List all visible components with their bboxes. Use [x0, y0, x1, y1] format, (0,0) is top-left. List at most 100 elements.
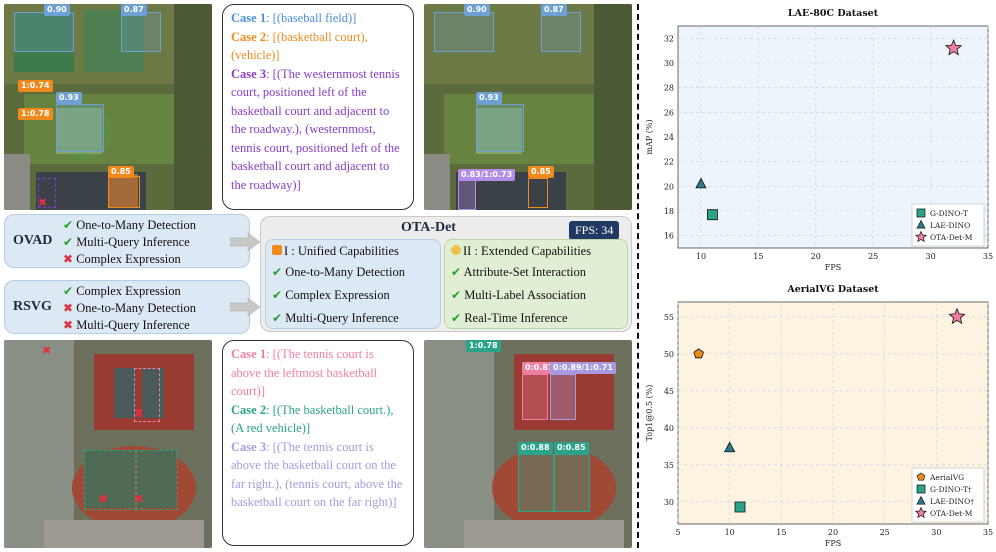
box-label: 0.93 — [56, 92, 82, 104]
x-tick-label: 20 — [811, 252, 821, 261]
legend-label: OTA-Det-M — [930, 509, 973, 518]
rsvg-item-text: Multi-Query Inference — [76, 318, 190, 332]
bbox — [84, 450, 136, 510]
y-tick-label: 26 — [664, 108, 674, 117]
rsvg-item-text: Complex Expression — [76, 284, 181, 298]
legend-marker — [916, 484, 926, 494]
x-tick-label: 10 — [725, 528, 735, 537]
network-icon — [451, 245, 461, 255]
check-icon: ✔ — [63, 218, 74, 232]
capability-item: ✔ Attribute-Set Interaction — [451, 265, 587, 279]
rsvg-item: ✖ One-to-Many Detection — [63, 301, 196, 316]
case-1-text: : [(The tennis court is above the leftmo… — [231, 347, 378, 398]
ota-title: OTA-Det — [401, 220, 456, 235]
check-icon: ✔ — [272, 265, 283, 279]
rsvg-item: ✔ Complex Expression — [63, 284, 181, 299]
wrong-mark-icon: ✖ — [134, 406, 145, 420]
ovad-item: ✔ Multi-Query Inference — [63, 235, 190, 250]
rsvg-item: ✖ Multi-Query Inference — [63, 318, 190, 333]
box-label: 0.83/1:0.73 — [458, 169, 516, 181]
aerial-scene — [4, 4, 212, 210]
box-label: 0.87 — [121, 4, 147, 16]
cross-icon: ✖ — [63, 318, 74, 332]
x-tick-label: 15 — [776, 528, 786, 537]
x-tick-label: 15 — [753, 252, 763, 261]
y-tick-label: 30 — [664, 59, 674, 68]
check-icon: ✔ — [272, 288, 283, 302]
y-axis-label: mAP (%) — [645, 119, 654, 154]
capability-item: ✔ Real-Time Inference — [451, 311, 568, 325]
rsvg-label: RSVG — [13, 299, 52, 314]
bbox — [121, 12, 161, 52]
data-point — [693, 348, 704, 359]
x-axis-label: FPS — [825, 539, 841, 548]
case-1-label: Case 1 — [231, 11, 267, 25]
case-2-label: Case 2 — [231, 402, 267, 417]
data-point — [734, 501, 746, 513]
wrong-mark-icon: ✖ — [42, 344, 52, 357]
legend-marker — [916, 472, 926, 481]
rsvg-box: RSVG ✔ Complex Expression ✖ One-to-Many … — [4, 280, 250, 334]
case-3: Case 3: [(The westernmost tennis court, … — [231, 65, 405, 195]
case-1: Case 1: [(baseball field)] — [231, 9, 405, 28]
legend-marker — [914, 230, 928, 243]
y-tick-label: 55 — [664, 313, 674, 322]
cross-icon: ✖ — [63, 252, 74, 266]
x-tick-label: 30 — [931, 528, 941, 537]
panel-title: I : Unified Capabilities — [272, 244, 399, 259]
chart-aerialvg: AerialVG Dataset 5 10 15 20 25 30 35 30 35 40 45 50 5… — [645, 284, 993, 548]
aerial-image-bottom-right: 1:0.78 0:0.87 0:0.89/1:0.71 0:0.88 0:0.8… — [424, 340, 632, 548]
x-tick-label: 20 — [828, 528, 838, 537]
ovad-box: OVAD ✔ One-to-Many Detection ✔ Multi-Que… — [4, 214, 250, 268]
box-label: 0:0.88 — [518, 442, 553, 454]
y-tick-label: 32 — [664, 34, 674, 43]
box-label: 0.90 — [44, 4, 70, 16]
check-icon: ✔ — [451, 288, 462, 302]
y-tick-label: 35 — [664, 461, 674, 470]
ovad-item-text: One-to-Many Detection — [76, 218, 196, 232]
legend-label: G-DINO-T — [930, 209, 968, 218]
ovad-item-text: Multi-Query Inference — [76, 235, 190, 249]
ovad-item-text: Complex Expression — [76, 252, 181, 266]
legend-marker — [914, 506, 928, 519]
rsvg-item-text: One-to-Many Detection — [76, 301, 196, 315]
x-tick-label: 35 — [983, 528, 993, 537]
capability-item: ✔ Multi-Query Inference — [272, 311, 399, 325]
case-3-label: Case 3 — [231, 66, 267, 81]
box-label: 0:0.87 — [522, 362, 557, 374]
ovad-item: ✔ One-to-Many Detection — [63, 218, 196, 233]
check-icon: ✔ — [451, 265, 462, 279]
bbox — [550, 374, 576, 420]
box-label: 0.85 — [528, 166, 554, 178]
bbox — [518, 454, 554, 512]
wrong-mark-icon: ✖ — [38, 196, 48, 209]
y-tick-label: 18 — [664, 207, 674, 216]
case-box-top: Case 1: [(baseball field)] Case 2: [(bas… — [222, 4, 414, 210]
y-tick-label: 40 — [664, 424, 674, 433]
data-point — [695, 177, 707, 189]
cross-icon: ✖ — [63, 301, 74, 315]
bbox — [136, 450, 178, 510]
bbox — [38, 178, 56, 208]
case-1-label: Case 1 — [231, 347, 267, 361]
box-label: 1:0.74 — [18, 80, 53, 92]
panel-title: II : Extended Capabilities — [451, 244, 591, 259]
y-tick-label: 16 — [664, 232, 674, 241]
aerial-scene — [4, 340, 212, 548]
data-point — [724, 441, 736, 453]
legend-label: OTA-Det-M — [930, 233, 973, 242]
bbox — [541, 12, 581, 52]
data-point — [707, 209, 718, 221]
bbox — [528, 178, 548, 208]
y-tick-label: 50 — [664, 350, 674, 359]
case-1-text: : [(baseball field)] — [266, 11, 357, 25]
bbox — [554, 454, 590, 512]
case-box-bottom: Case 1: [(The tennis court is above the … — [222, 340, 414, 546]
x-tick-label: 30 — [925, 252, 935, 261]
y-tick-label: 28 — [664, 84, 674, 93]
box-label: 0:0.89/1:0.71 — [550, 362, 616, 374]
bbox — [522, 374, 548, 420]
fps-badge: FPS: 34 — [569, 221, 620, 240]
legend-marker — [916, 495, 926, 505]
x-axis-label: FPS — [825, 263, 841, 272]
